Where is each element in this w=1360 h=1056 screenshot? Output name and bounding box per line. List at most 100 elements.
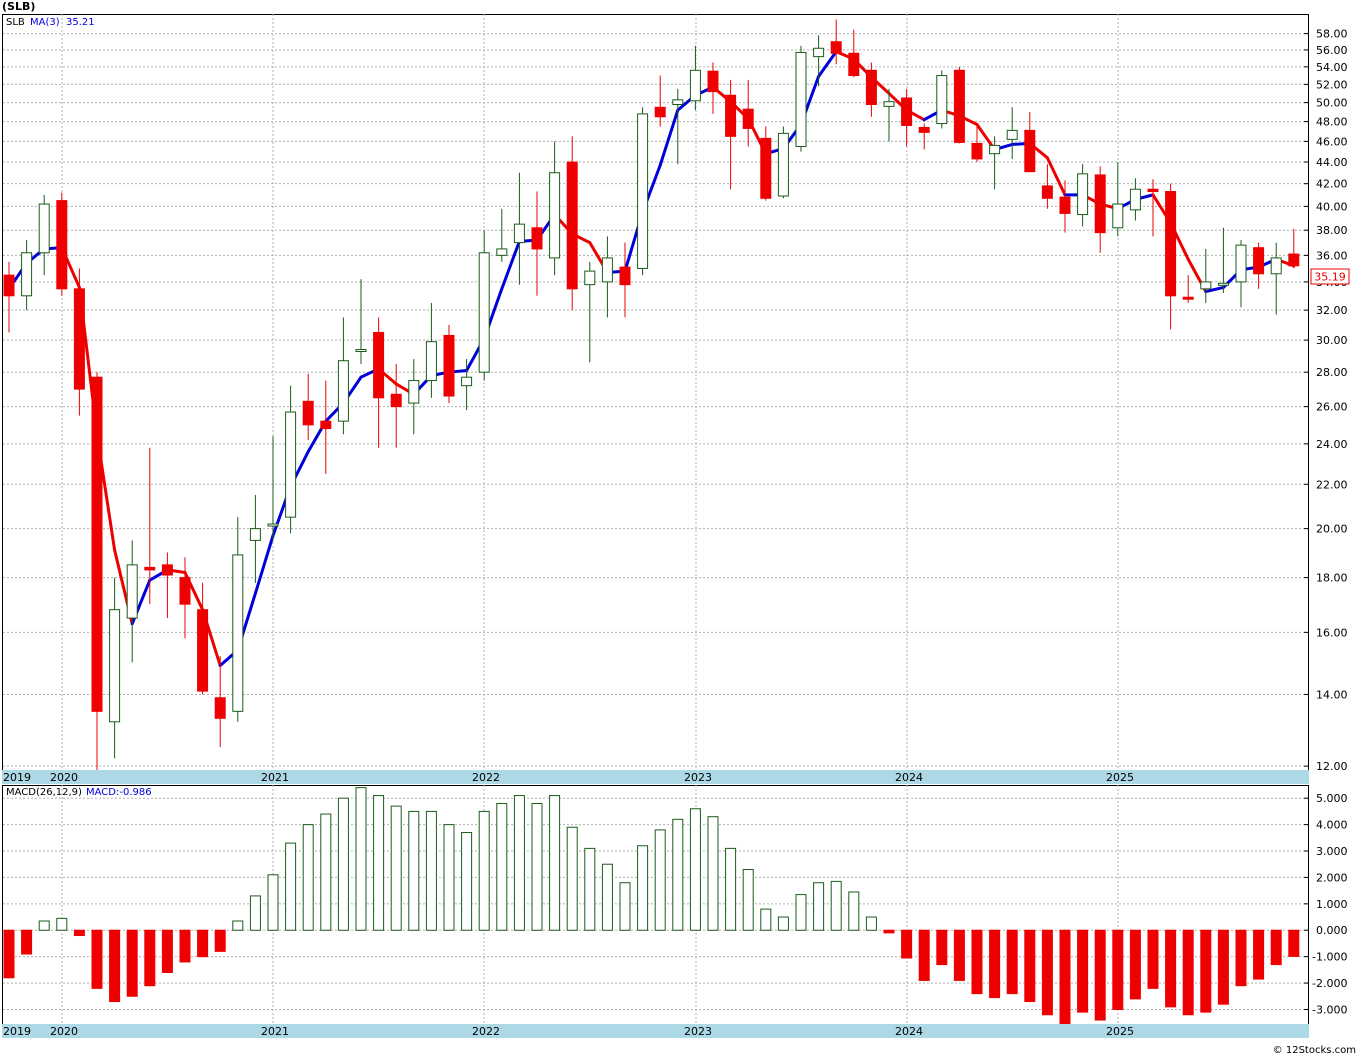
macd-bar (425, 810, 437, 931)
candle-body (584, 270, 596, 286)
candle-body (161, 564, 173, 576)
candle-body (549, 172, 561, 259)
macd-date-axis: 2019 2020 2021 2022 2023 2024 2025 (3, 1025, 1134, 1038)
candle-body (197, 609, 209, 692)
macd-year-label: 2023 (684, 1025, 712, 1038)
candle-body (725, 94, 737, 137)
candle-body (408, 380, 420, 404)
candle (1253, 242, 1265, 289)
candle-body (320, 420, 332, 430)
candle-body (1235, 244, 1247, 283)
candle-body (777, 132, 789, 197)
macd-bar (584, 847, 596, 931)
candle-body (566, 161, 578, 290)
candle (1270, 242, 1282, 315)
macd-bar (285, 842, 297, 931)
macd-bar (619, 882, 631, 931)
macd-bar (513, 795, 525, 931)
macd-axis-tick-label: -3.000 (1312, 1003, 1347, 1016)
candle-body (742, 108, 754, 129)
macd-histogram (3, 787, 1300, 1025)
macd-bar (865, 916, 877, 931)
macd-bar (408, 810, 420, 931)
candle-body (21, 252, 33, 297)
candle-body (249, 528, 261, 541)
price-axis-tick-label: 18.00 (1316, 572, 1348, 585)
ma-segment (1045, 156, 1067, 197)
macd-bar (1165, 929, 1177, 1008)
macd-bar (38, 920, 50, 931)
macd-bar (73, 929, 85, 937)
candle-body (619, 266, 631, 286)
price-axis-tick-label: 56.00 (1316, 44, 1348, 57)
macd-bar (496, 802, 508, 931)
macd-bar (320, 813, 332, 931)
candle-body (73, 288, 85, 390)
candle (1024, 112, 1036, 173)
candle-body (936, 75, 948, 125)
macd-bar (936, 929, 948, 966)
price-gridlines (3, 14, 1308, 770)
candle-body (496, 248, 508, 256)
macd-bar (1182, 929, 1194, 1016)
candle (126, 540, 138, 663)
macd-bar (1200, 929, 1212, 1013)
macd-bar (531, 802, 543, 931)
candle (109, 577, 121, 759)
candle (1200, 248, 1212, 303)
macd-bar (1147, 929, 1159, 989)
macd-year-label: 2020 (50, 1025, 78, 1038)
price-axis-tick-label: 44.00 (1316, 156, 1348, 169)
candle (848, 29, 860, 78)
price-year-label: 2024 (895, 771, 923, 784)
candle (1217, 227, 1229, 293)
candlestick-series (3, 19, 1300, 770)
price-axis-tick-label: 50.00 (1316, 97, 1348, 110)
price-axis-tick-label: 54.00 (1316, 61, 1348, 74)
candle-body (901, 97, 913, 126)
candle (672, 88, 684, 165)
footer-credit: © 12Stocks.com (1272, 1045, 1356, 1056)
macd-bar (302, 824, 314, 931)
candle (214, 656, 226, 748)
ma-segment (1204, 285, 1225, 294)
macd-bar (249, 895, 261, 931)
price-date-axis: 2019 2020 2021 2022 2023 2024 2025 (3, 771, 1134, 784)
candle (496, 208, 508, 262)
ma-segment (253, 534, 275, 595)
candle (953, 66, 965, 144)
candle (408, 359, 420, 435)
macd-bar (390, 805, 402, 931)
macd-bar (918, 929, 930, 981)
candle (1041, 164, 1053, 209)
ticker-title: (SLB) (2, 0, 36, 13)
macd-bar (1059, 929, 1071, 1025)
macd-axis-tick-label: 4.000 (1316, 819, 1348, 832)
candle (373, 317, 385, 448)
candle-body (1217, 282, 1229, 286)
candle (742, 79, 754, 147)
price-axis-tick-label: 22.00 (1316, 478, 1348, 491)
candle-body (1288, 253, 1300, 267)
candle (865, 62, 877, 117)
candle (813, 35, 825, 87)
macd-bar (1094, 929, 1106, 1021)
macd-year-label: 2022 (472, 1025, 500, 1038)
candle (725, 79, 737, 190)
candle (91, 372, 103, 770)
candle-body (971, 142, 983, 160)
candle (760, 126, 772, 201)
candle (425, 302, 437, 398)
candle-body (1094, 174, 1106, 234)
candle-body (478, 252, 490, 373)
candle-body (918, 126, 930, 133)
candle (777, 126, 789, 199)
macd-bar (373, 795, 385, 931)
macd-bar (337, 797, 349, 931)
candle (883, 88, 895, 142)
candle (267, 436, 279, 541)
price-date-axis-band (2, 770, 1309, 784)
candle (302, 373, 314, 440)
macd-bar (1077, 929, 1089, 1013)
